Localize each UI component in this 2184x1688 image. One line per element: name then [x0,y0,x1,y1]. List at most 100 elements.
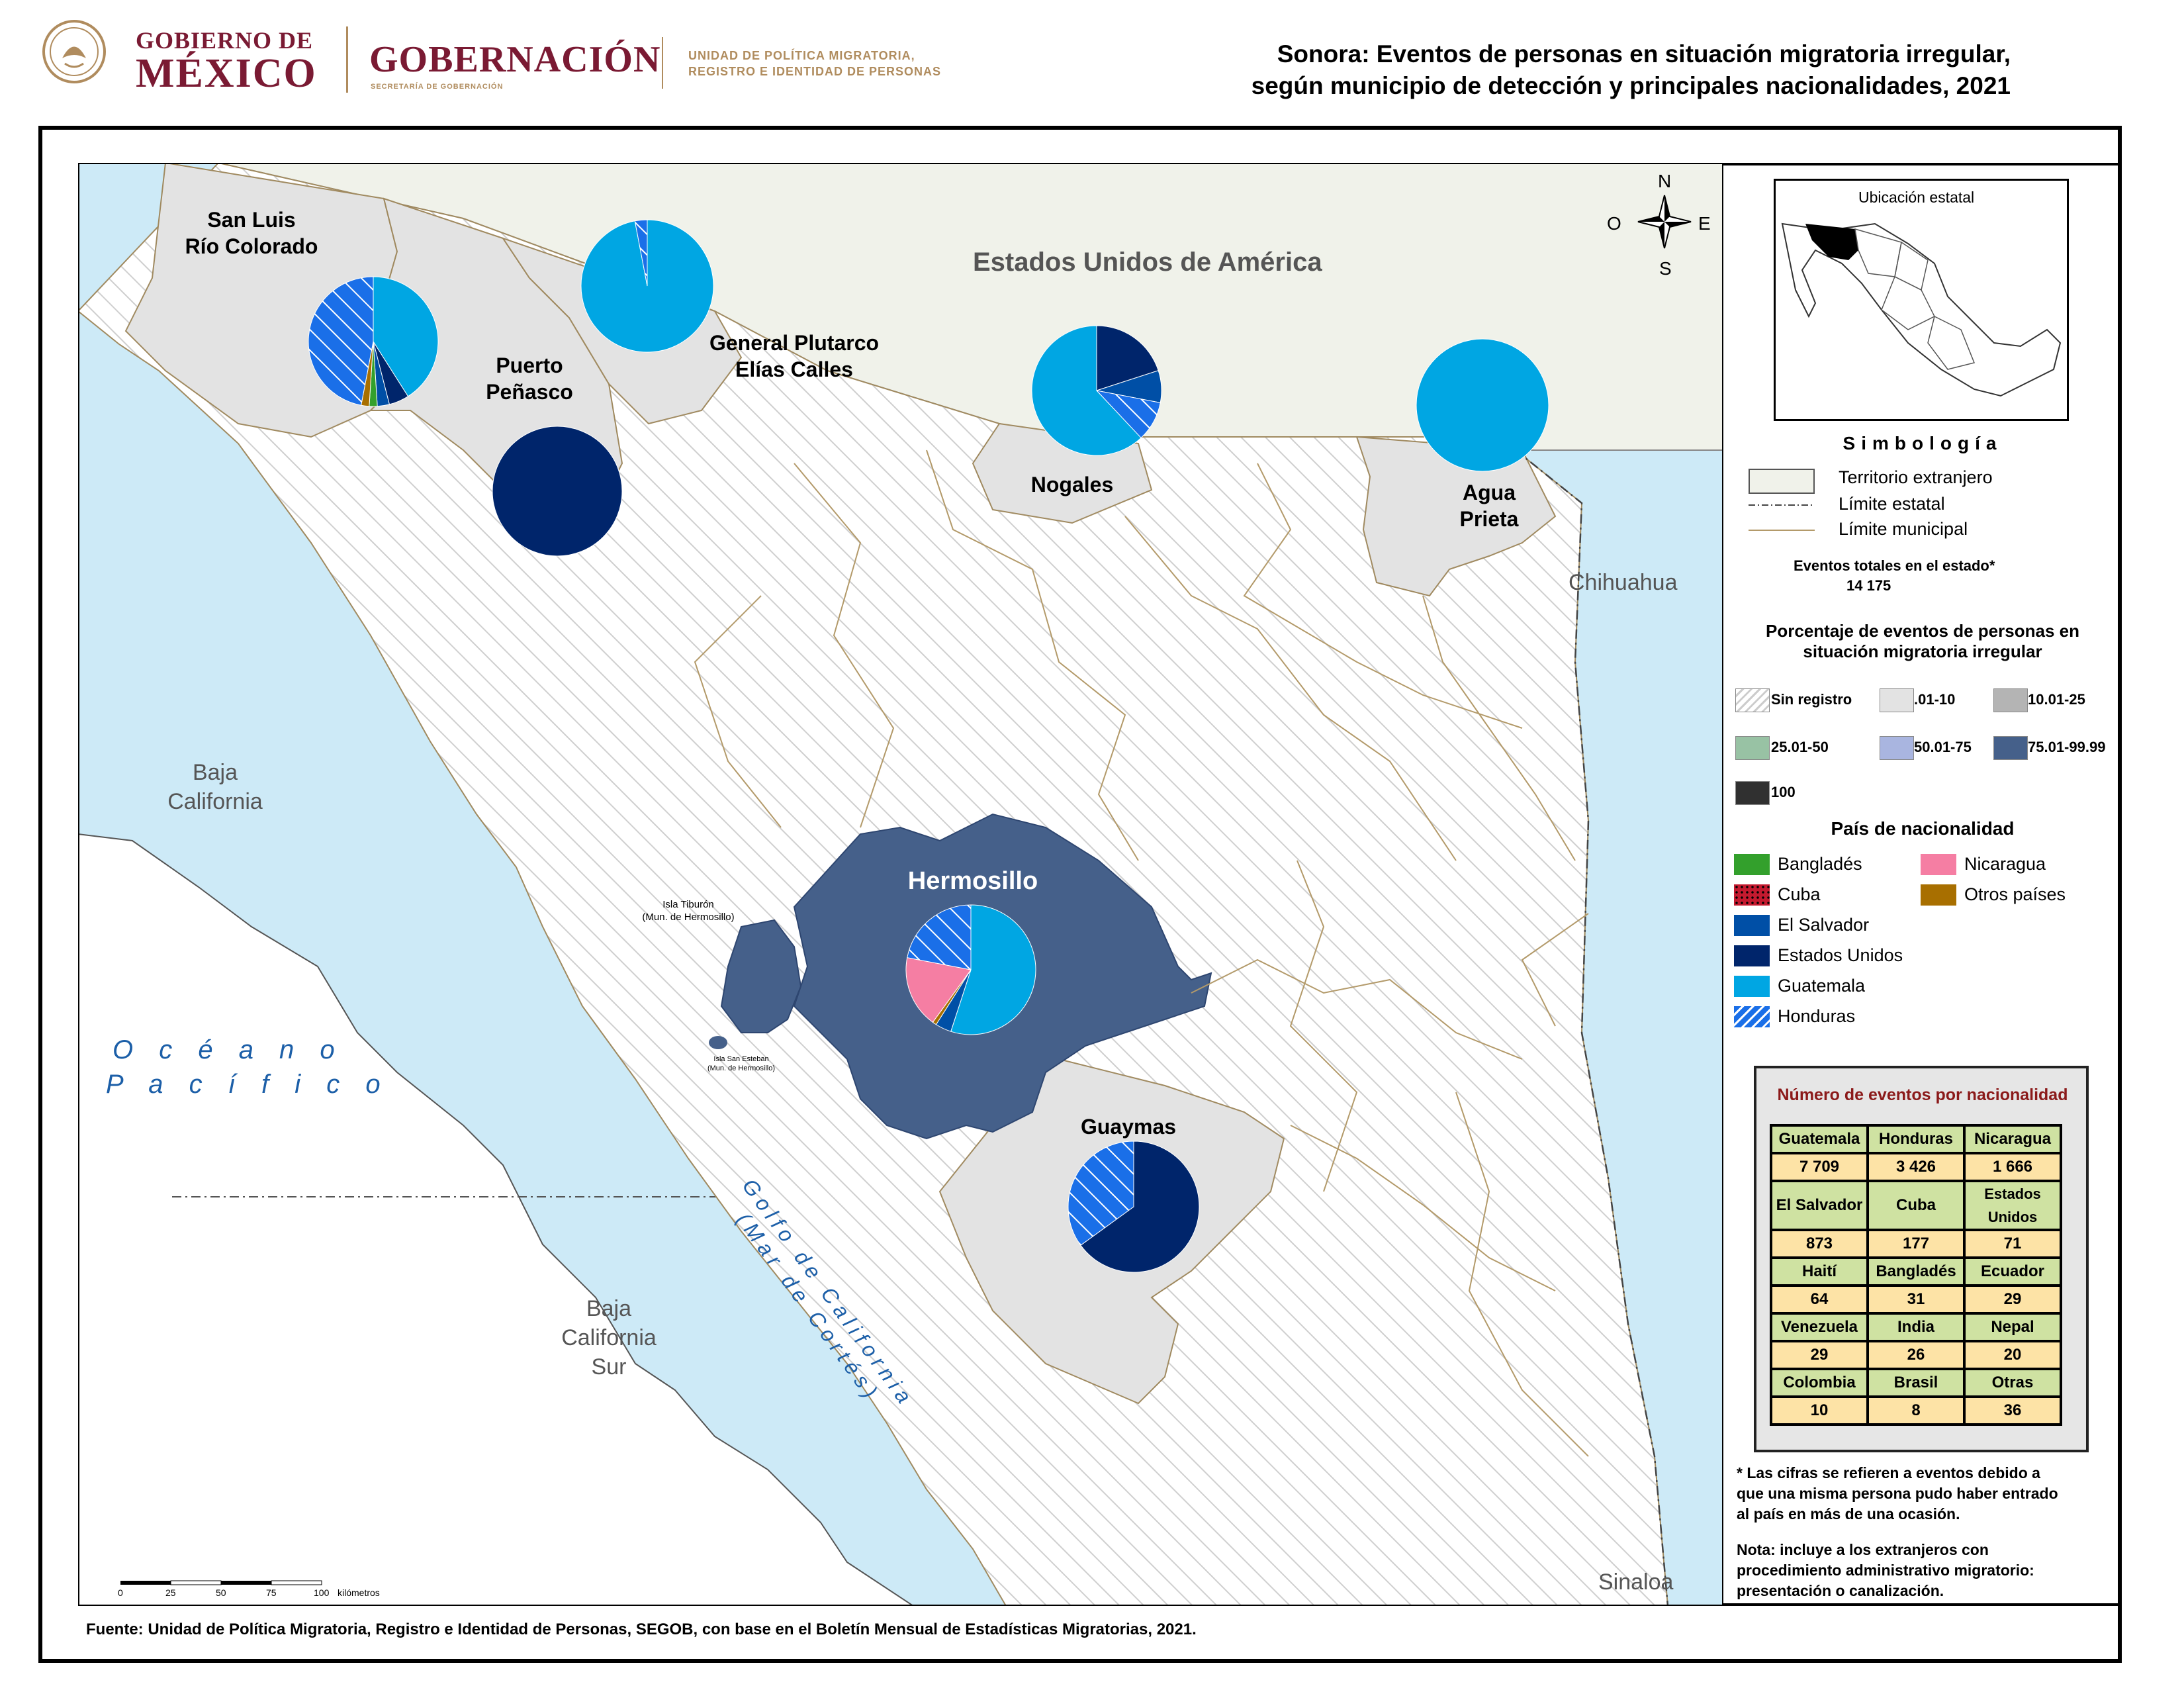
upm-line2: REGISTRO E IDENTIDAD DE PERSONAS [688,65,942,79]
pie-slice-nicaragua [905,957,972,1023]
table-title: Número de eventos por nacionalidad [1777,1086,2068,1104]
esteban-line1: Isla San Esteban [713,1055,769,1063]
pct-swatch-5 [1993,736,2028,760]
pie-guaymas [1068,1141,1200,1273]
gobernacion-subtitle: SECRETARÍA DE GOBERNACIÓN [371,83,504,91]
table-header-row: Venezuela India Nepal [1770,1312,2062,1343]
mexico-seal-icon [41,19,107,85]
muni-agua-prieta [1355,436,1557,597]
table-header-row: Guatemala Honduras Nicaragua [1770,1124,2062,1154]
pct-swatch-4 [1880,736,1914,760]
pct-label-6: 100 [1771,784,1796,800]
agua-prieta-line1: Agua [1463,481,1516,504]
upm-logo-text: UNIDAD DE POLÍTICA MIGRATORIA, REGISTRO … [688,48,941,80]
pie-slice-honduras [907,904,972,970]
table-cell: 7 709 [1770,1152,1869,1182]
pie-general-plutarco-el-as-calles [580,219,714,353]
inset-map: Ubicación estatal [1774,179,2069,421]
legend-muni-line: Límite municipal [1839,519,1968,539]
pie-slice-guatemala [950,904,1036,1035]
note-2: Nota: incluye a los extranjeros con proc… [1737,1540,2034,1601]
compass-w: O [1607,213,1621,234]
table-header-cell: India [1866,1312,1966,1343]
note-2-line3: presentación o canalización. [1737,1582,1944,1600]
table-header-cell: Brasil [1866,1368,1966,1399]
nat-label-cuba: Cuba [1778,884,1821,904]
pie-hermosillo [905,904,1036,1035]
map-canvas [78,163,1723,1606]
nat-label-nicaragua: Nicaragua [1964,854,2046,874]
total-label: Eventos totales en el estado* [1794,557,1995,574]
title-line2: según municipio de detección y principal… [1251,72,2011,100]
pie-puerto-pe-asco [492,426,623,557]
table-header-cell: Venezuela [1770,1312,1869,1343]
label-isla-san-esteban: Isla San Esteban (Mun. de Hermosillo) [688,1055,794,1074]
pct-swatch-0 [1735,688,1770,712]
table-row: 64 31 29 [1770,1284,2062,1315]
nat-swatch-el-salvador [1734,915,1770,936]
nat-label-guatemala: Guatemala [1778,976,1866,996]
scale-75: 75 [266,1587,277,1598]
baja-california-land [78,833,915,1606]
pie-slice-estados-unidos [1096,325,1159,391]
pct-label-5: 75.01-99.99 [2028,739,2106,755]
nat-swatch-otros [1921,884,1956,906]
label-agua-prieta: Agua Prieta [1430,479,1549,532]
agua-prieta-line2: Prieta [1459,507,1519,531]
pie-slice-guatemala [1416,338,1549,472]
nat-label-honduras: Honduras [1778,1006,1856,1026]
isla-tiburon-land [720,919,802,1033]
label-isla-tiburon: Isla Tiburón (Mun. de Hermosillo) [615,899,761,924]
esteban-line2: (Mun. de Hermosillo) [707,1064,776,1072]
table-cell: 3 426 [1866,1152,1966,1182]
label-baja-california: Baja California [149,758,281,816]
scale-100: 100 [314,1587,330,1598]
table-header-cell: El Salvador [1770,1179,1869,1232]
note-1: * Las cifras se refieren a eventos debid… [1737,1463,2058,1524]
nat-label-estados-unidos: Estados Unidos [1778,945,1903,965]
pie-nogales [1031,325,1162,456]
table-header-cell: Ecuador [1963,1256,2062,1288]
pct-label-4: 50.01-75 [1914,739,1972,755]
scale-25: 25 [165,1587,176,1598]
tiburon-line2: (Mun. de Hermosillo) [642,911,735,923]
swatch-foreign [1749,469,1815,494]
label-hermosillo: Hermosillo [907,867,1038,895]
nat-swatch-cuba [1734,884,1770,906]
penasco-line2: Peñasco [486,380,573,404]
label-nogales: Nogales [1030,473,1114,496]
ocean-line1: O c é a n o [113,1035,344,1064]
pct-swatch-2 [1993,688,2028,712]
scale-unit: kilómetros [338,1587,380,1598]
inset-title: Ubicación estatal [1858,189,1975,206]
plutarco-line2: Elías Calles [735,357,853,381]
bc-line1: Baja [192,760,238,785]
table-header-cell: Colombia [1770,1368,1869,1399]
nat-swatch-estados-unidos [1734,945,1770,966]
scale-0: 0 [118,1587,123,1598]
gobierno-line1: GOBIERNO DE [136,27,314,54]
scale-50: 50 [216,1587,226,1598]
bcs-line2: California [561,1325,657,1351]
nat-title: País de nacionalidad [1831,818,2015,839]
table-row: 873 177 71 [1770,1229,2062,1260]
header-separator [346,26,348,93]
ocean-line2: P a c í f i c o [106,1070,390,1099]
compass-n: N [1658,171,1672,191]
legend-panel [1723,163,2122,1606]
muni-line-symbol [1749,530,1815,531]
table-cell: 64 [1770,1284,1869,1315]
table-cell: 29 [1963,1284,2062,1315]
table-header-cell: Cuba [1866,1179,1966,1232]
nationality-table: Guatemala Honduras Nicaragua 7 709 3 426 1 66… [1770,1124,2062,1427]
nat-swatch-banglades [1734,854,1770,875]
table-header-cell: Guatemala [1770,1124,1869,1154]
note-1-line1: * Las cifras se refieren a eventos debid… [1737,1464,2040,1481]
label-ocean: O c é a n o P a c í f i c o [106,1033,390,1102]
san-luis-line1: San Luis [207,208,296,232]
mexico-inset-icon [1781,222,2062,397]
table-header-row: Haití Bangladés Ecuador [1770,1256,2062,1288]
table-cell: 10 [1770,1395,1869,1427]
total-value: 14 175 [1846,577,1891,594]
